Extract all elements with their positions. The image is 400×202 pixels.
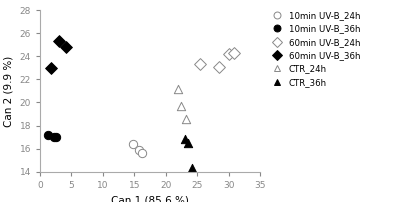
10min UV-B_36h [53,136,60,139]
10min UV-B_36h [51,136,57,139]
60min UV-B_24h [216,65,222,68]
Y-axis label: Can 2 (9.9 %): Can 2 (9.9 %) [4,55,14,126]
60min UV-B_24h [197,63,204,66]
60min UV-B_24h [225,52,232,56]
Legend: 10min UV-B_24h, 10min UV-B_36h, 60min UV-B_24h, 60min UV-B_36h, CTR_24h, CTR_36h: 10min UV-B_24h, 10min UV-B_36h, 60min UV… [269,11,360,87]
10min UV-B_36h [45,133,51,136]
10min UV-B_24h [139,152,146,155]
10min UV-B_24h [130,142,136,146]
CTR_36h [184,141,191,144]
CTR_24h [178,104,185,107]
60min UV-B_36h [63,45,70,49]
60min UV-B_36h [56,40,62,43]
CTR_36h [189,167,195,170]
CTR_24h [183,117,189,120]
60min UV-B_24h [230,51,237,54]
60min UV-B_36h [48,66,54,69]
10min UV-B_24h [136,148,142,151]
CTR_36h [181,138,188,141]
CTR_24h [175,87,182,90]
X-axis label: Can 1 (85.6 %): Can 1 (85.6 %) [111,195,189,202]
